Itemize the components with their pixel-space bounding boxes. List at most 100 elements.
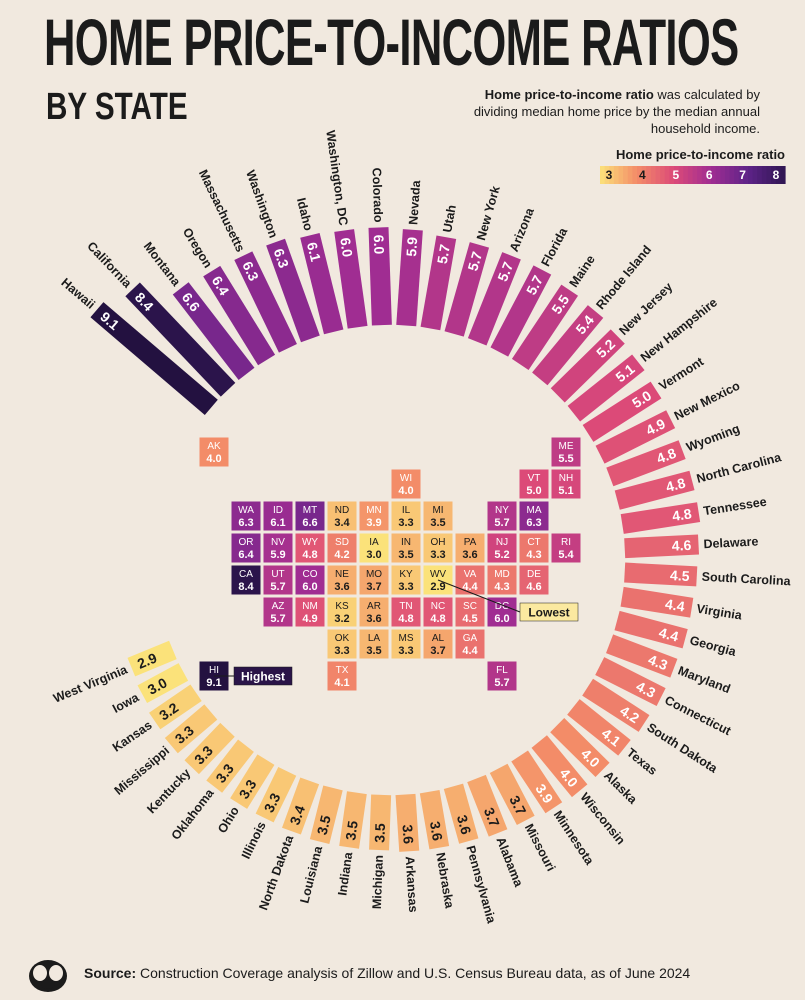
legend-gradient-segment [674, 166, 680, 184]
bar [467, 774, 508, 837]
legend-gradient-segment [646, 166, 652, 184]
legend-gradient-segment [604, 166, 610, 184]
bar [443, 783, 479, 844]
bar [582, 678, 650, 732]
bar-value-label: 4.5 [670, 567, 691, 584]
bar [339, 791, 367, 849]
state-shape [454, 564, 486, 596]
state-tile-nj: NJ5.2 [486, 532, 518, 564]
legend-gradient-segment [678, 166, 684, 184]
legend-gradient-segment [724, 166, 731, 184]
state-abbr-label: TX [336, 665, 349, 676]
state-name-label: Alabama [493, 835, 526, 890]
bar-value-label: 4.8 [671, 505, 693, 524]
legend-gradient-segment [757, 166, 763, 184]
legend-gradient-segment [720, 166, 726, 184]
state-name-label: Tennessee [702, 495, 767, 519]
state-value-label: 3.4 [334, 517, 350, 529]
state-shape [358, 628, 390, 660]
bar [368, 227, 392, 326]
bar [137, 663, 189, 703]
state-value-label: 4.3 [526, 549, 541, 561]
callout-lowest: Lowest [437, 579, 579, 622]
state-tile-pa: PA3.6 [454, 532, 486, 564]
state-abbr-label: IN [401, 537, 411, 548]
state-abbr-label: MO [366, 569, 382, 580]
legend-gradient-segment [632, 166, 638, 184]
bars-group: 9.1 Hawaii 8.4 California 6.6 Montana 6.4 Orego… [51, 129, 792, 925]
bar-value-label: 4.3 [634, 678, 659, 701]
bar [206, 739, 254, 793]
state-abbr-label: NC [431, 601, 445, 612]
publisher-logo-icon [29, 960, 67, 992]
legend-tick-label: 7 [739, 168, 746, 182]
page-subtitle: BY STATE [46, 86, 188, 128]
state-tile-mi: MI3.5 [422, 500, 454, 532]
state-tile-ny: NY5.7 [486, 500, 518, 532]
bar-value-label: 3.5 [371, 823, 388, 843]
state-value-label: 4.8 [430, 613, 445, 625]
state-name-label: Virginia [696, 602, 744, 623]
state-name-label: Indiana [335, 850, 355, 896]
state-shape [326, 596, 358, 628]
state-abbr-label: MS [399, 633, 414, 644]
state-tile-de: DE4.6 [518, 564, 550, 596]
state-value-label: 6.3 [526, 517, 541, 529]
bar [489, 763, 535, 825]
state-value-label: 6.6 [302, 517, 317, 529]
state-abbr-label: MN [366, 505, 382, 516]
state-tile-ri: RI5.4 [550, 532, 582, 564]
state-tile-ia: IA3.0 [358, 532, 390, 564]
bar [396, 229, 423, 327]
state-abbr-label: KY [399, 569, 413, 580]
state-value-label: 5.7 [270, 613, 285, 625]
state-name-label: New Jersey [616, 280, 675, 338]
bar [567, 354, 645, 422]
state-tile-fl: FL5.7 [486, 660, 518, 692]
bar-value-label: 3.3 [261, 790, 284, 815]
state-tile-ok: OK3.3 [326, 628, 358, 660]
state-tile-ct: CT4.3 [518, 532, 550, 564]
state-tile-ak: AK4.0 [198, 436, 230, 468]
state-abbr-label: FL [496, 665, 508, 676]
bar [511, 284, 579, 370]
state-name-label: New York [474, 184, 503, 242]
bar [127, 640, 177, 677]
state-shape [390, 500, 422, 532]
legend-gradient-segment [701, 166, 707, 184]
callout-label: Highest [241, 670, 285, 684]
state-shape [550, 436, 582, 468]
legend-gradient-segment [683, 166, 689, 184]
note-text: was calculated by dividing median home p… [473, 87, 760, 136]
state-shape [422, 628, 454, 660]
bar-value-label: 3.5 [342, 820, 361, 842]
state-abbr-label: OK [335, 633, 350, 644]
state-name-label: Wyoming [684, 421, 741, 454]
state-abbr-label: AZ [272, 601, 285, 612]
bar [164, 704, 218, 754]
state-tile-vt: VT5.0 [518, 468, 550, 500]
state-name-label: Maryland [676, 664, 732, 697]
state-name-label: Pennsylvania [463, 844, 498, 926]
state-name-label: Vermont [656, 354, 706, 393]
state-tile-mn: MN3.9 [358, 500, 390, 532]
state-shape [326, 532, 358, 564]
state-name-label: Nevada [406, 179, 423, 225]
legend-gradient-segment [734, 166, 740, 184]
state-abbr-label: GA [463, 633, 478, 644]
legend-tick-label: 4 [639, 168, 646, 182]
us-tile-map: HI9.1CA8.4MT6.6OR6.4MA6.3WA6.3ID6.1DC6.0… [198, 436, 582, 692]
bar [184, 722, 235, 775]
state-value-label: 6.3 [238, 517, 253, 529]
state-name-label: Oregon [180, 225, 215, 270]
state-shape [486, 532, 518, 564]
state-name-label: Illinois [239, 819, 269, 861]
state-abbr-label: HI [209, 665, 219, 676]
callout-box [233, 666, 293, 686]
legend-tick-label: 5 [672, 168, 679, 182]
legend-gradient-segment [766, 166, 772, 184]
state-shape [262, 532, 294, 564]
bar-ut: 5.7 Utah [420, 204, 459, 331]
state-tile-ut: UT5.7 [262, 564, 294, 596]
